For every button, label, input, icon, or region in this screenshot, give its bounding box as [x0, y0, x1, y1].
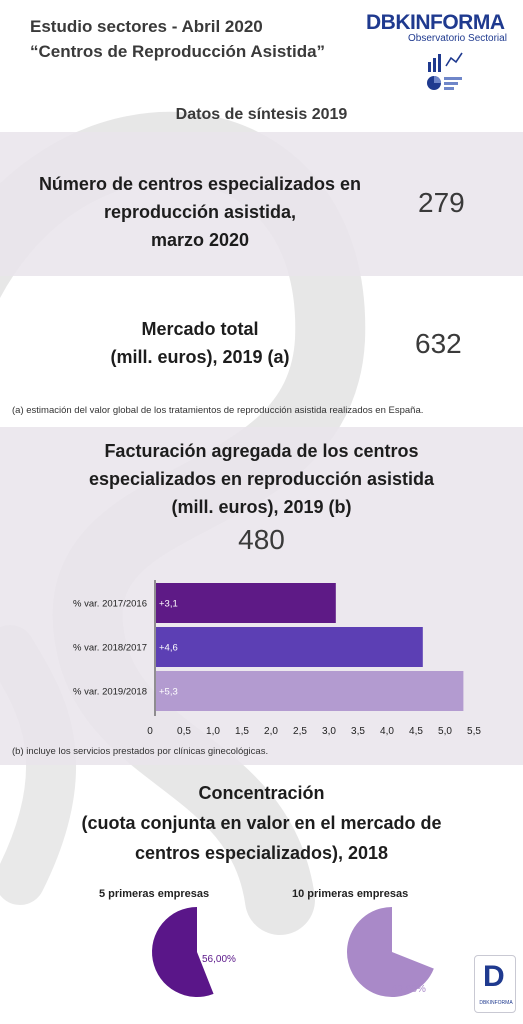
market-label-line: Mercado total: [141, 319, 259, 339]
concentration-title-line: Concentración: [198, 783, 325, 803]
footer-logo-text: DBKINFORMA: [479, 1000, 513, 1006]
billing-value: 480: [238, 524, 285, 555]
centers-label: Número de centros especializados en repr…: [20, 170, 380, 254]
brand-tagline: Observatorio Sectorial: [408, 33, 507, 44]
footer-logo-letter: D: [483, 960, 505, 993]
note-b: (b) incluye los servicios prestados por …: [12, 746, 269, 757]
x-tick-label: 5,5: [467, 726, 481, 737]
billing-title-line: (mill. euros), 2019 (b): [171, 497, 352, 517]
centers-label-line: reproducción asistida,: [103, 202, 297, 222]
pie-value-label: 56,00%: [202, 954, 236, 965]
category-label: % var. 2019/2018: [73, 687, 147, 698]
market-label-line: (mill. euros), 2019 (a): [110, 347, 290, 367]
dbk-logo-icon: D DBKINFORMA: [474, 955, 516, 1013]
bar: [156, 583, 336, 623]
synthesis-heading: Datos de síntesis 2019: [175, 106, 348, 123]
concentration-title: Concentración (cuota conjunta en valor e…: [0, 778, 523, 868]
note-a: (a) estimación del valor global de los t…: [12, 405, 424, 416]
brand-logo: DBKINFORMA: [366, 11, 505, 34]
category-label: % var. 2017/2016: [73, 599, 147, 610]
x-tick-label: 1,5: [235, 726, 249, 737]
bar-value-label: +5,3: [159, 687, 178, 698]
x-tick-label: 4,5: [409, 726, 423, 737]
header: Estudio sectores - Abril 2020 “Centros d…: [0, 0, 523, 100]
chart-analytics-icon: [427, 52, 463, 90]
x-tick-label: 2,5: [293, 726, 307, 737]
billing-title-line: Facturación agregada de los centros: [104, 441, 419, 461]
x-tick-label: 1,0: [206, 726, 220, 737]
billing-title-line: especializados en reproducción asistida: [88, 469, 435, 489]
study-subtitle: “Centros de Reproducción Asistida”: [30, 42, 326, 61]
bar: [156, 627, 423, 667]
x-tick-label: 5,0: [438, 726, 452, 737]
study-title: Estudio sectores - Abril 2020: [30, 17, 263, 36]
concentration-title-line: (cuota conjunta en valor en el mercado d…: [81, 813, 442, 833]
x-tick-label: 0,5: [177, 726, 191, 737]
centers-label-line: Número de centros especializados en: [38, 174, 362, 194]
billing-title: Facturación agregada de los centros espe…: [0, 437, 523, 521]
variation-bar-chart: +3,1 % var. 2017/2016 +4,6 % var. 2018/2017…: [73, 580, 481, 737]
category-label: % var. 2018/2017: [73, 643, 147, 654]
centers-value: 279: [418, 187, 465, 218]
pie-value-label: 69,00%: [392, 984, 426, 995]
x-tick-label: 3,0: [322, 726, 336, 737]
pie-top5-slice: [151, 907, 214, 997]
bar: [156, 671, 464, 711]
concentration-pies: 56,00% 69,00%: [151, 907, 434, 997]
bar-value-label: +3,1: [159, 599, 178, 610]
market-label: Mercado total (mill. euros), 2019 (a): [20, 315, 380, 371]
x-tick-label: 3,5: [351, 726, 365, 737]
x-tick-label: 0: [147, 726, 153, 737]
concentration-title-line: centros especializados), 2018: [134, 843, 389, 863]
bar-value-label: +4,6: [159, 643, 178, 654]
market-value: 632: [415, 328, 462, 359]
pie-top10-slice: [346, 907, 434, 997]
centers-label-line: marzo 2020: [150, 230, 250, 250]
x-tick-label: 4,0: [380, 726, 394, 737]
x-tick-label: 2,0: [264, 726, 278, 737]
